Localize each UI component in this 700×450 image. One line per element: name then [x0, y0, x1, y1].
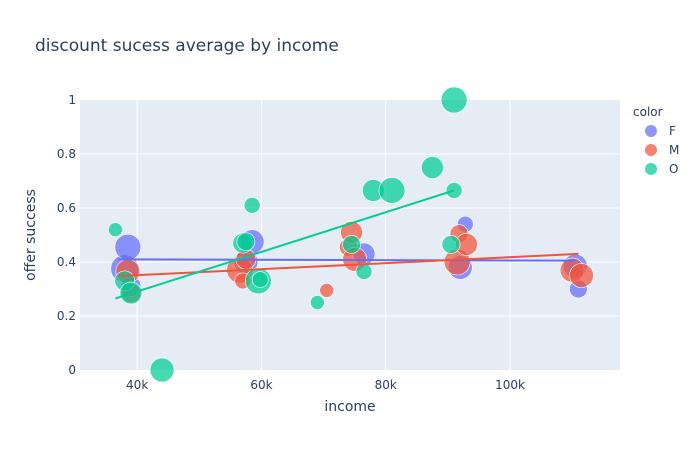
x-axis-title: income: [324, 399, 375, 415]
legend-marker-o[interactable]: [645, 163, 657, 175]
y-tick-label: 0.8: [57, 147, 76, 161]
x-tick-label: 60k: [250, 378, 272, 392]
x-tick-label: 40k: [126, 378, 148, 392]
x-axis-ticks: 40k 60k 80k 100k: [126, 378, 525, 392]
y-tick-label: 0.6: [57, 201, 76, 215]
data-point-o[interactable]: [441, 235, 461, 254]
y-tick-label: 1: [68, 93, 76, 107]
data-point-o[interactable]: [421, 156, 444, 179]
data-point-o[interactable]: [355, 263, 373, 280]
y-axis-ticks: 0 0.2 0.4 0.6 0.8 1: [57, 93, 76, 377]
data-point-m[interactable]: [319, 283, 334, 298]
y-tick-label: 0.2: [57, 309, 76, 323]
data-point-f[interactable]: [114, 233, 142, 261]
legend-marker-m[interactable]: [645, 144, 657, 156]
legend-marker-f[interactable]: [645, 125, 657, 137]
data-point-o[interactable]: [149, 357, 175, 383]
x-tick-label: 80k: [375, 378, 397, 392]
legend-label-o[interactable]: O: [669, 162, 678, 176]
y-axis-title: offer success: [23, 189, 39, 281]
y-tick-label: 0.4: [57, 255, 76, 269]
x-tick-label: 100k: [495, 378, 525, 392]
data-point-o[interactable]: [310, 295, 325, 310]
trend-line-o: [115, 189, 455, 300]
legend-title: color: [633, 105, 663, 119]
trend-lines: [115, 189, 579, 300]
data-point-o[interactable]: [251, 271, 269, 288]
legend-label-f[interactable]: F: [669, 124, 676, 138]
data-point-o[interactable]: [378, 177, 406, 204]
data-point-o[interactable]: [108, 222, 123, 237]
chart-title: discount sucess average by income: [35, 36, 339, 56]
data-point-o[interactable]: [440, 86, 468, 114]
data-point-m[interactable]: [569, 263, 594, 288]
y-tick-label: 0: [68, 363, 76, 377]
data-point-o[interactable]: [342, 235, 361, 254]
trend-line-f: [118, 258, 576, 262]
data-point-o[interactable]: [243, 197, 261, 214]
legend[interactable]: color FMO: [633, 105, 679, 176]
data-point-o[interactable]: [236, 232, 256, 252]
legend-label-m[interactable]: M: [669, 143, 679, 157]
